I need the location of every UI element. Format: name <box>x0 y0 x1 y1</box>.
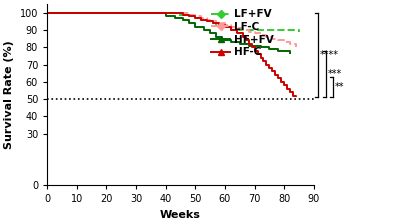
X-axis label: Weeks: Weeks <box>160 210 201 220</box>
Text: ****: **** <box>320 50 339 60</box>
Y-axis label: Survival Rate (%): Survival Rate (%) <box>4 40 14 149</box>
Legend: LF+FV, LF-C, HF+FV, HF-C: LF+FV, LF-C, HF+FV, HF-C <box>211 9 274 57</box>
Text: ***: *** <box>328 69 342 79</box>
Text: **: ** <box>335 82 344 92</box>
